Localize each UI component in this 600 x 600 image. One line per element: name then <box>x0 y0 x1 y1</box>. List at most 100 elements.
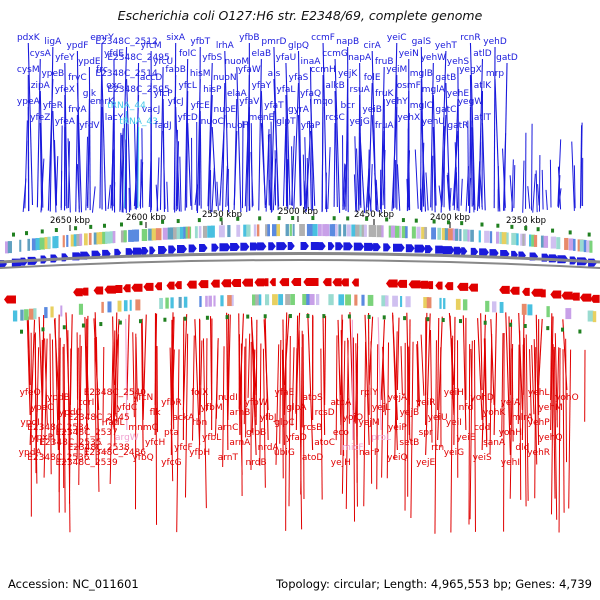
feature-block <box>315 294 320 306</box>
forward-gene-arrow <box>249 242 259 251</box>
feature-block <box>416 226 421 239</box>
gene-leader-line <box>67 330 71 533</box>
gene-leader-line <box>286 159 289 207</box>
gene-leader-line <box>36 58 41 208</box>
gene-leader-line <box>446 174 450 209</box>
feature-marker <box>441 318 445 323</box>
gene-label: yeiA <box>501 398 521 408</box>
gene-leader-line <box>467 120 470 206</box>
gene-label: yfeR <box>43 101 63 111</box>
feature-block <box>99 232 105 245</box>
feature-block <box>405 226 408 239</box>
gene-label: ackA <box>172 413 195 423</box>
gene-label: ccmF <box>311 33 335 43</box>
forward-gene-arrow <box>461 247 468 256</box>
forward-gene-arrow <box>343 242 353 251</box>
feature-block <box>331 224 337 237</box>
reverse-gene-arrow <box>112 285 123 294</box>
gene-leader-line <box>226 312 229 451</box>
gene-label: yfeZ <box>30 113 50 123</box>
forward-gene-arrow <box>353 242 365 251</box>
gene-leader-line <box>63 343 66 513</box>
feature-block <box>431 227 436 240</box>
gene-label: yfbM <box>201 403 223 413</box>
gene-leader-line <box>363 341 367 507</box>
feature-block <box>400 296 403 308</box>
reverse-gene-arrow <box>4 295 16 304</box>
gene-label: yegW <box>458 97 484 107</box>
gene-leader-line <box>297 50 302 206</box>
gene-leader-line <box>511 348 514 442</box>
gene-leader-line <box>324 315 327 406</box>
feature-block <box>170 227 175 240</box>
gene-label: yejM <box>359 418 380 428</box>
gene-label: lrhA <box>216 41 235 51</box>
reverse-gene-arrow <box>550 290 562 299</box>
feature-marker <box>458 319 462 324</box>
feature-block <box>533 234 538 247</box>
gene-leader-line <box>40 158 45 213</box>
feature-block <box>208 295 212 307</box>
feature-marker <box>385 217 389 222</box>
feature-block <box>579 239 586 252</box>
gene-leader-line <box>282 319 285 446</box>
gene-leader-line <box>126 314 130 401</box>
feature-block <box>299 224 305 237</box>
feature-block <box>170 297 174 309</box>
gene-label: yehR <box>527 448 550 458</box>
feature-block <box>218 225 225 238</box>
feature-block <box>109 231 115 244</box>
gene-label: torI <box>79 398 94 408</box>
reverse-gene-arrow <box>385 279 398 288</box>
gene-label: sixA <box>166 33 186 43</box>
forward-gene-arrow <box>479 248 489 257</box>
gene-leader-line <box>211 126 218 207</box>
gene-leader-line <box>533 339 538 465</box>
gene-leader-line <box>440 50 447 213</box>
gene-label: yfbR <box>161 398 181 408</box>
gene-label: nuoN <box>213 73 237 83</box>
gene-leader-line <box>443 126 446 208</box>
feature-marker <box>54 228 58 233</box>
gene-label: yfeA <box>55 117 76 127</box>
feature-block <box>489 231 493 244</box>
accession-text: Accession: NC_011601 <box>8 577 139 591</box>
feature-marker <box>291 216 295 221</box>
feature-marker <box>509 322 513 327</box>
gene-label: yfaS <box>289 73 309 83</box>
gene-label: accD <box>140 73 162 83</box>
gene-label: dld <box>515 443 529 453</box>
feature-block <box>227 225 231 238</box>
feature-block <box>243 224 249 237</box>
feature-block <box>205 295 208 307</box>
gene-label: yfeY <box>55 53 75 63</box>
feature-marker <box>176 219 180 224</box>
gene-leader-line <box>452 130 459 206</box>
gene-leader-line <box>525 334 529 501</box>
gene-label: yfaP <box>301 121 321 131</box>
gene-leader-line <box>557 175 561 207</box>
gene-label: yeiH <box>444 388 464 398</box>
gene-label: rsuA <box>350 85 371 95</box>
gene-leader-line <box>243 346 246 425</box>
gene-leader-line <box>519 330 522 500</box>
gene-leader-line <box>531 345 535 415</box>
gene-label: yeiN <box>399 49 419 59</box>
gene-label: atoC <box>314 438 335 448</box>
reverse-gene-arrow <box>332 278 342 287</box>
gene-leader-line <box>523 337 527 507</box>
gene-leader-line <box>159 66 164 210</box>
gene-leader-line <box>285 126 288 207</box>
gene-leader-line <box>334 90 338 207</box>
gene-label: gatD <box>496 53 518 63</box>
feature-block <box>367 294 374 306</box>
kbp-tick-label: 2600 kbp <box>126 213 166 223</box>
feature-block <box>187 226 190 239</box>
gene-label: mlrA <box>512 413 534 423</box>
gene-leader-line <box>275 344 280 465</box>
feature-block <box>78 303 84 315</box>
kbp-ticks: 2650 kbp 2600 kbp 2550 kbp 2500 kbp 2450 kbp… <box>50 207 546 231</box>
feature-block <box>459 229 462 242</box>
feature-block <box>589 240 593 253</box>
gene-label: mglB <box>410 69 433 79</box>
